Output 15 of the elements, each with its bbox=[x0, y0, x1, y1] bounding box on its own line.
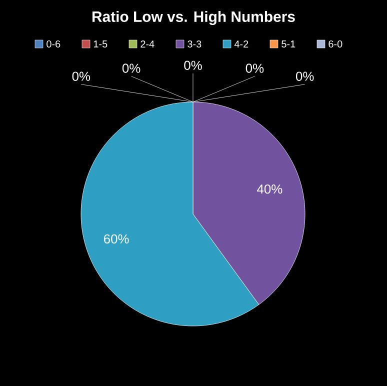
text: 0% bbox=[72, 72, 90, 81]
text: 0% bbox=[246, 64, 264, 73]
legend-label: 4-2 bbox=[234, 40, 248, 48]
text: 0% bbox=[296, 72, 314, 81]
legend-label: 2-4 bbox=[140, 40, 154, 48]
legend-label: 5-1 bbox=[282, 40, 296, 48]
legend-label: 6-0 bbox=[328, 40, 342, 48]
text: 0% bbox=[122, 64, 140, 73]
data-label: 60% bbox=[104, 234, 129, 244]
text: 0% bbox=[184, 60, 202, 70]
legend-label: 3-3 bbox=[188, 40, 202, 48]
chart-title: Ratio Low vs. High Numbers bbox=[92, 11, 295, 25]
data-label: 40% bbox=[257, 184, 282, 194]
legend-label: 1-5 bbox=[94, 40, 108, 48]
legend-label: 0-6 bbox=[46, 40, 60, 48]
